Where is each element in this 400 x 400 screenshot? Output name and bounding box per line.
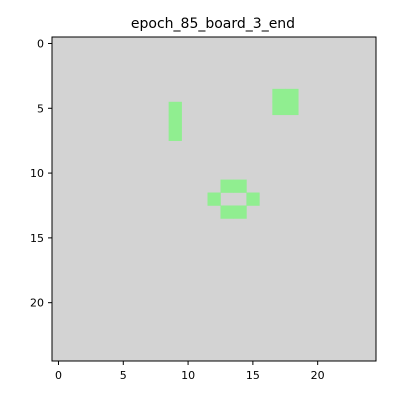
y-tick-label: 10 xyxy=(30,167,44,180)
x-tick-label: 5 xyxy=(120,369,127,382)
alive-cell xyxy=(220,179,234,193)
y-tick-label: 20 xyxy=(30,297,44,310)
alive-cell xyxy=(233,179,247,193)
x-tick-label: 10 xyxy=(181,369,195,382)
alive-cell xyxy=(285,88,299,103)
alive-cell xyxy=(272,101,286,116)
x-tick-label: 15 xyxy=(246,369,260,382)
plot-area xyxy=(51,36,377,362)
x-tick-label: 20 xyxy=(311,369,325,382)
alive-cell xyxy=(246,192,260,206)
alive-cell xyxy=(220,205,234,219)
alive-cell xyxy=(233,205,247,219)
alive-cell xyxy=(168,127,182,141)
plot-frame xyxy=(51,36,377,362)
y-axis: 0 5 10 15 20 xyxy=(30,37,52,310)
y-tick-label: 5 xyxy=(37,102,44,115)
x-axis: 0 5 10 15 20 xyxy=(55,361,325,382)
x-tick-label: 0 xyxy=(55,369,62,382)
y-tick-label: 0 xyxy=(37,37,44,50)
chart-title: epoch_85_board_3_end xyxy=(131,16,295,32)
alive-cell xyxy=(272,88,286,103)
alive-cell xyxy=(168,114,182,129)
y-tick-label: 15 xyxy=(30,232,44,245)
alive-cell xyxy=(207,192,221,206)
alive-cell xyxy=(285,101,299,116)
alive-cells xyxy=(168,88,299,219)
alive-cell xyxy=(168,101,182,116)
